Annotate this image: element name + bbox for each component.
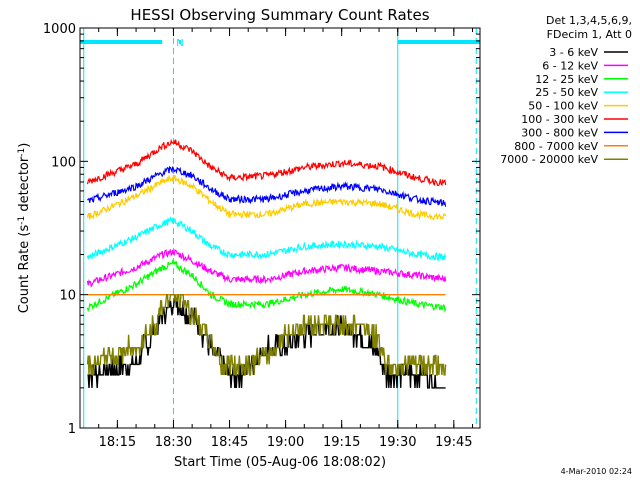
series-line [86, 174, 447, 221]
x-tick-label: 19:00 [267, 435, 304, 450]
y-axis-label-part2: detector [17, 156, 32, 216]
series-line [87, 165, 447, 207]
legend-label: 7000 - 20000 keV [500, 153, 598, 166]
series-line [86, 216, 447, 262]
x-tick-label: 18:45 [211, 435, 248, 450]
x-axis-label: Start Time (05-Aug-06 18:08:02) [174, 455, 386, 470]
y-axis-label-sup2: -1 [17, 148, 27, 157]
y-tick-label: 1 [68, 422, 76, 437]
series-line [86, 248, 447, 288]
series-line [86, 294, 447, 376]
legend-label: 100 - 300 keV [521, 113, 598, 126]
y-axis-label-sup1: -1 [17, 216, 27, 225]
chart-title: HESSI Observing Summary Count Rates [130, 6, 429, 24]
legend-label: 800 - 7000 keV [514, 140, 598, 153]
event-bar-label: N [176, 38, 183, 49]
legend-label: 25 - 50 keV [535, 86, 598, 99]
series-line [86, 259, 447, 313]
legend: Det 1,3,4,5,6,9, FDecim 1, Att 0 3 - 6 k… [500, 14, 632, 166]
x-tick-label: 18:15 [99, 435, 136, 450]
x-tick-label: 18:30 [155, 435, 192, 450]
legend-label: 300 - 800 keV [521, 126, 598, 139]
legend-label: 3 - 6 keV [549, 46, 598, 59]
series-lines [86, 138, 447, 389]
y-tick-label: 1000 [43, 22, 76, 37]
event-bars: N [80, 38, 480, 49]
footer-timestamp: 4-Mar-2010 02:24 [561, 467, 632, 476]
y-axis-label-part1: Count Rate (s [17, 225, 32, 314]
y-axis-label-part3: ) [17, 143, 32, 148]
legend-label: 12 - 25 keV [535, 73, 598, 86]
y-tick-label: 10 [59, 289, 76, 304]
x-tick-label: 19:30 [379, 435, 416, 450]
legend-header-line1: Det 1,3,4,5,6,9, [546, 14, 632, 27]
legend-header-line2: FDecim 1, Att 0 [547, 28, 632, 41]
x-tick-label: 19:15 [323, 435, 360, 450]
plot-frame [79, 27, 481, 429]
y-axis-ticks: 1 10 100 1000 [43, 22, 480, 437]
series-line [86, 138, 447, 187]
vertical-markers [83, 28, 477, 428]
x-tick-label: 19:45 [435, 435, 472, 450]
x-axis-ticks: 18:15 18:30 18:45 19:00 19:15 19:30 19:45 [79, 28, 474, 450]
legend-label: 50 - 100 keV [528, 100, 598, 113]
legend-label: 6 - 12 keV [542, 59, 598, 72]
y-axis-label: Count Rate (s-1 detector-1) [17, 143, 32, 314]
y-tick-label: 100 [51, 155, 76, 170]
